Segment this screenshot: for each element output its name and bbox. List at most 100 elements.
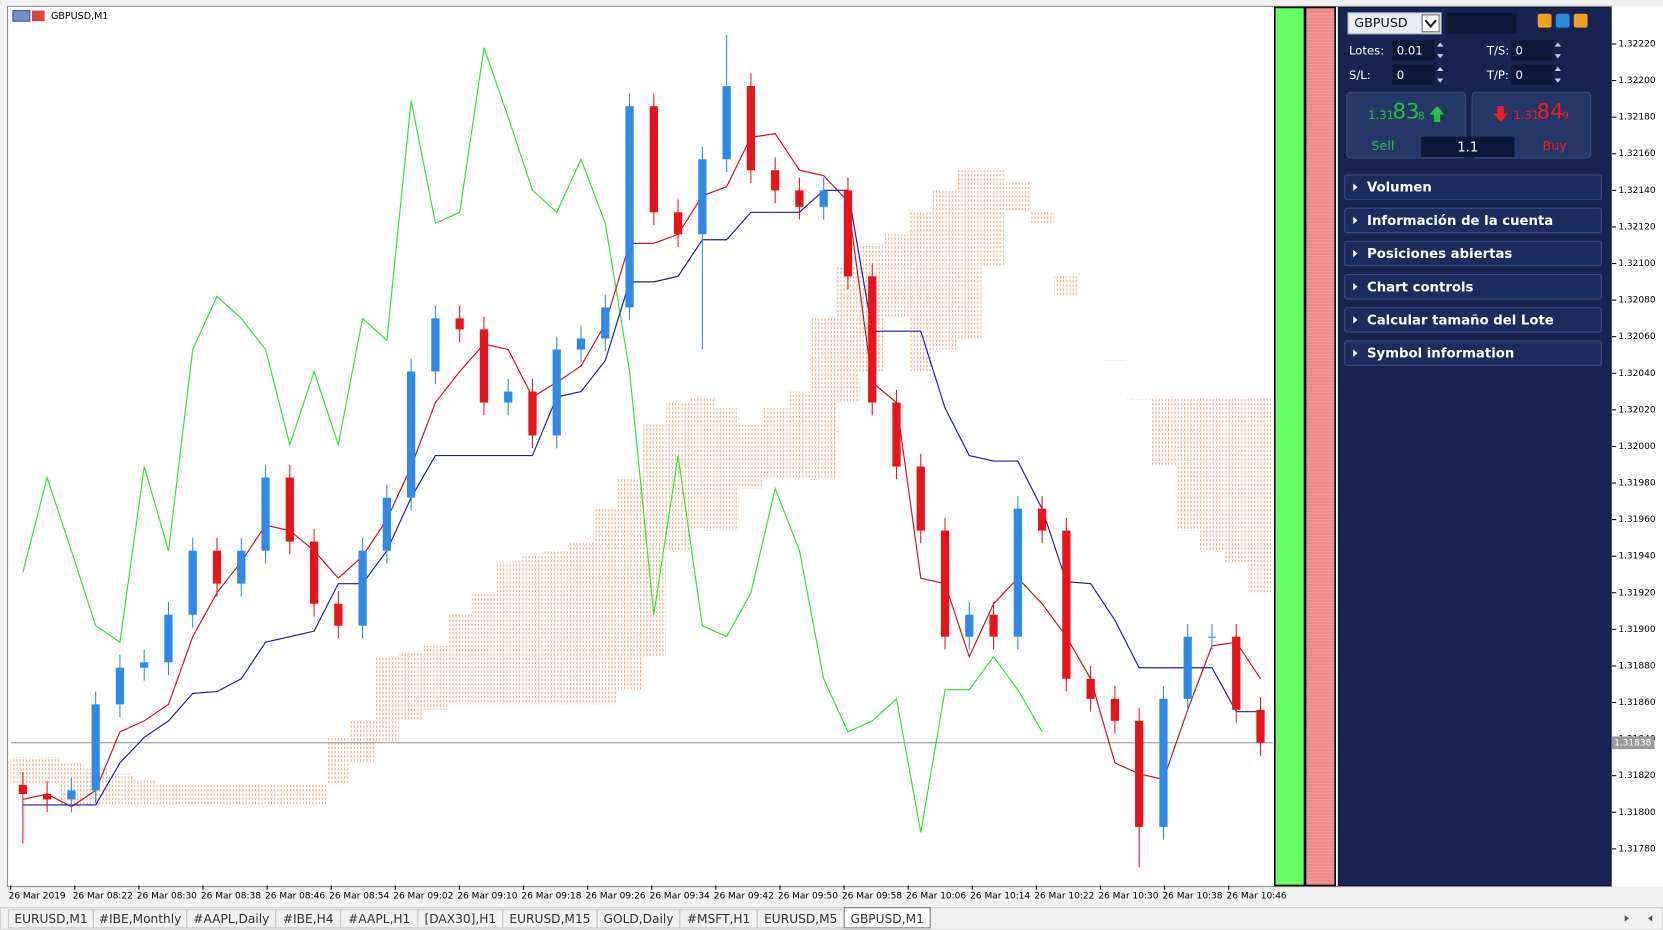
symbol-select[interactable]	[1347, 12, 1442, 35]
accordion-item[interactable]	[1344, 274, 1602, 300]
tp-input[interactable]	[1511, 64, 1554, 85]
y-tick-label: 1.31900	[1618, 625, 1655, 635]
accordion-title: Posiciones abiertas	[1367, 247, 1512, 262]
chart-window-title: GBPUSD,M1	[51, 11, 108, 22]
ichimoku-cloud	[107, 773, 133, 805]
y-tick-label: 1.31820	[1618, 771, 1655, 781]
ichimoku-cloud	[593, 508, 618, 705]
icon-button[interactable]	[1573, 13, 1588, 28]
symbol-text: GBPUSD	[1354, 15, 1408, 30]
x-tick-label: 26 Mar 09:26	[586, 892, 646, 902]
accordion-item[interactable]	[1344, 240, 1602, 267]
select-arrow[interactable]	[1421, 14, 1440, 33]
tab-active[interactable]	[843, 907, 931, 929]
ichimoku-cloud	[326, 737, 351, 785]
y-tick-label: 1.31960	[1618, 515, 1655, 525]
y-tick-label: 1.32040	[1618, 369, 1655, 379]
accordion-item[interactable]	[1344, 307, 1602, 333]
y-tick-label: 1.31920	[1618, 588, 1655, 598]
plot-area	[10, 34, 1273, 868]
x-tick-label: 26 Mar 09:34	[650, 892, 710, 902]
chevron	[1424, 19, 1437, 29]
candle-body	[1013, 508, 1022, 637]
buy-price-big: 84	[1537, 98, 1564, 123]
ichimoku-cloud	[520, 556, 545, 705]
ichimoku-cloud	[981, 170, 1006, 266]
y-tick-label: 1.32100	[1618, 259, 1655, 269]
candle-body	[67, 790, 76, 800]
candle-body	[576, 338, 586, 350]
ichimoku-cloud	[447, 614, 472, 705]
candle-body	[1110, 698, 1120, 721]
candle-body	[625, 106, 634, 308]
volume-input[interactable]	[1421, 136, 1515, 157]
ichimoku-cloud	[1005, 181, 1030, 213]
candle-body	[334, 603, 343, 626]
input-value: 0	[1515, 68, 1522, 82]
y-tick-label: 1.32000	[1618, 442, 1655, 452]
x-tick-label: 26 Mar 08:30	[137, 892, 197, 902]
symbol-input[interactable]	[1446, 12, 1517, 34]
sell-label: Sell	[1371, 138, 1394, 153]
candle-body	[1183, 636, 1192, 699]
candle-body	[698, 159, 707, 235]
accordion-title: Información de la cuenta	[1367, 213, 1553, 229]
icon-button[interactable]	[1537, 13, 1552, 28]
trade-panel: GBPUSD Lotes: 0.01 T/S: 0 S/L: 0 T/P: 0 …	[1337, 6, 1612, 886]
lots-input[interactable]	[1392, 40, 1435, 61]
candle-body	[18, 784, 27, 794]
y-tick-label: 1.32060	[1618, 332, 1655, 342]
x-tick-label: 26 Mar 08:46	[265, 892, 325, 902]
candle-body	[673, 212, 683, 235]
tab-label: GOLD,Daily	[604, 912, 674, 926]
x-tick-label: 26 Mar 10:14	[970, 892, 1030, 902]
ichimoku-cloud	[253, 784, 278, 805]
candle-body	[285, 477, 294, 542]
candle-body	[504, 391, 513, 403]
y-tick-label: 1.32140	[1618, 186, 1655, 196]
ichimoku-cloud	[204, 784, 230, 805]
sell-price-suffix: 8	[1418, 111, 1425, 123]
ichimoku-cloud	[1078, 329, 1103, 330]
y-tick-label: 1.31780	[1618, 844, 1655, 854]
ichimoku-cloud	[229, 784, 254, 805]
sell-price-prefix: 1.31	[1368, 108, 1394, 122]
y-tick-label: 1.31800	[1618, 808, 1655, 818]
sell-price-big: 83	[1392, 98, 1419, 123]
sl-input[interactable]	[1392, 64, 1435, 85]
candle-body	[212, 550, 222, 584]
label: T/S:	[1486, 43, 1509, 57]
candle-body	[649, 106, 658, 213]
candle-body	[771, 170, 780, 191]
accordion-item[interactable]	[1344, 207, 1602, 234]
candle-body	[746, 86, 756, 171]
y-tick-label: 1.31980	[1618, 479, 1655, 489]
ichimoku-cloud	[399, 651, 424, 721]
x-tick-label: 26 Mar 09:10	[457, 892, 517, 902]
ts-input[interactable]	[1511, 40, 1554, 61]
ichimoku-cloud	[156, 784, 181, 805]
y-tick-label: 1.32020	[1618, 405, 1655, 415]
signal-bar-buy	[1273, 6, 1306, 887]
candle-body	[1232, 636, 1241, 710]
tab-label: #AAPL,Daily	[193, 912, 269, 926]
x-tick-label: 26 Mar 10:46	[1227, 892, 1287, 902]
accordion-item[interactable]	[1344, 174, 1602, 200]
x-tick-label: 26 Mar 10:22	[1034, 892, 1094, 902]
y-tick-label: 1.31940	[1618, 552, 1655, 562]
y-tick-label: 1.32080	[1618, 296, 1655, 306]
y-tick-label: 1.31880	[1618, 661, 1655, 671]
buy-price-prefix: 1.31	[1513, 108, 1539, 122]
icon-button[interactable]	[1555, 13, 1570, 28]
candle-body	[722, 86, 731, 160]
ichimoku-cloud	[1151, 398, 1176, 467]
candle-body	[407, 371, 416, 498]
x-tick-label: 26 Mar 08:54	[329, 892, 389, 902]
candle-body	[164, 614, 173, 663]
tab-label: [DAX30],H1	[425, 912, 497, 926]
tab-label: GBPUSD,M1	[851, 912, 924, 926]
accordion-caret	[1353, 183, 1358, 191]
ichimoku-cloud	[908, 212, 933, 372]
accordion-caret	[1353, 349, 1358, 357]
accordion-item[interactable]	[1344, 340, 1602, 366]
